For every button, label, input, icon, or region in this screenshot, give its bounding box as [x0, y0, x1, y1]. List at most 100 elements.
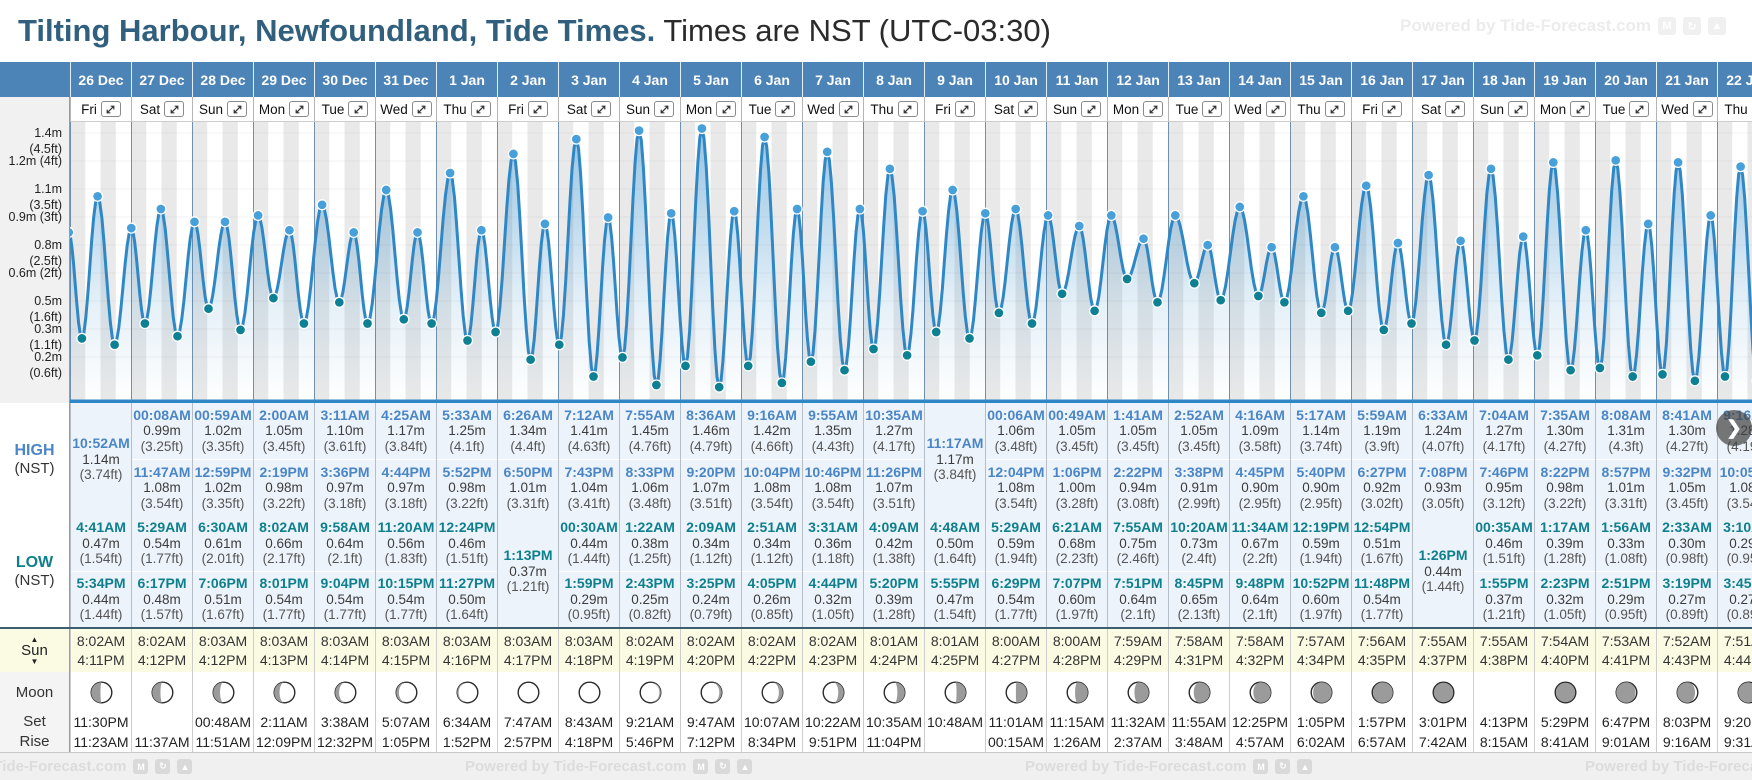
- high-tide-cell: 7:55AM 1.45m (4.76ft) 8:33PM 1.06m (3.48ft): [619, 403, 680, 516]
- expand-day-button[interactable]: [1629, 101, 1650, 117]
- expand-day-button[interactable]: [527, 101, 548, 117]
- tide-time: 5:59AM: [1357, 406, 1407, 423]
- tide-entry: 4:41AM 0.47m (1.54ft): [71, 516, 131, 571]
- tide-entry: 4:25AM 1.17m (3.84ft): [376, 403, 436, 459]
- tide-height-ft: (3.18ft): [384, 495, 428, 511]
- tide-height-ft: (1.64ft): [445, 607, 489, 623]
- tide-entry: 7:55AM 1.45m (4.76ft): [620, 403, 680, 459]
- tide-time: 2:43PM: [625, 575, 675, 592]
- moonrise-time: 1:26AM: [1046, 731, 1107, 752]
- tide-time: 3:38PM: [1174, 463, 1224, 480]
- tide-time: 00:35AM: [1475, 519, 1533, 536]
- high-tide-point: [1392, 237, 1404, 249]
- expand-day-button[interactable]: [1324, 101, 1345, 117]
- expand-day-button[interactable]: [289, 101, 310, 117]
- low-tide-point: [398, 313, 410, 325]
- high-tide-cell: 7:12AM 1.41m (4.63ft) 7:43PM 1.04m (3.41ft): [558, 403, 619, 516]
- low-tide-point: [1689, 375, 1701, 387]
- moonset-time: [131, 712, 192, 731]
- expand-day-button[interactable]: [1445, 101, 1466, 117]
- expand-day-button[interactable]: [348, 101, 369, 117]
- low-tide-cell: 2:09AM 0.34m (1.12ft) 3:25PM 0.24m (0.79ft): [680, 516, 741, 627]
- tide-time: 11:20AM: [377, 519, 435, 536]
- tide-height-ft: (3.12ft): [1482, 495, 1526, 511]
- tide-height-m: 0.30m: [1668, 535, 1706, 551]
- next-days-button[interactable]: ❯: [1716, 410, 1752, 446]
- expand-day-button[interactable]: [591, 101, 612, 117]
- tide-time: 4:16AM: [1235, 406, 1285, 423]
- expand-day-button[interactable]: [100, 101, 121, 117]
- moonrise-time: 2:37AM: [1107, 731, 1168, 752]
- expand-day-button[interactable]: [838, 101, 859, 117]
- sunset-time: 4:20PM: [686, 652, 736, 668]
- expand-day-button[interactable]: [897, 101, 918, 117]
- sunrise-time: 8:02AM: [808, 633, 858, 649]
- y-axis-tick-label: 0.6m (2ft): [8, 266, 63, 280]
- date-cell: 19 Jan: [1534, 62, 1595, 97]
- expand-day-button[interactable]: [1143, 101, 1164, 117]
- sunset-time: 4:37PM: [1418, 652, 1468, 668]
- day-cell: Sat: [131, 97, 192, 122]
- tide-height-ft: (2.46ft): [1116, 551, 1160, 567]
- expand-day-button[interactable]: [1570, 101, 1591, 117]
- low-tide-cell: 1:22AM 0.38m (1.25ft) 2:43PM 0.25m (0.82ft): [619, 516, 680, 627]
- moonset-time: 2:11AM: [253, 712, 314, 731]
- tide-height-m: 0.73m: [1180, 535, 1218, 551]
- tide-height-ft: (4.17ft): [1482, 438, 1526, 454]
- day-name: Sat: [139, 101, 161, 117]
- expand-day-button[interactable]: [1508, 101, 1529, 117]
- moon-cell: [436, 672, 497, 712]
- expand-day-button[interactable]: [716, 101, 737, 117]
- expand-day-button[interactable]: [470, 101, 491, 117]
- expand-day-button[interactable]: [654, 101, 675, 117]
- expand-icon: [1087, 105, 1095, 113]
- tide-time: 10:05PM: [1719, 463, 1752, 480]
- tide-time: 6:21AM: [1052, 519, 1102, 536]
- tide-height-m: 0.91m: [1180, 480, 1218, 496]
- date-cell: 26 Dec: [70, 62, 131, 97]
- low-tide-cell: 4:09AM 0.42m (1.38ft) 5:20PM 0.39m (1.28ft): [863, 516, 924, 627]
- tide-height-ft: (1.38ft): [872, 551, 916, 567]
- tide-height-ft: (2.99ft): [1177, 495, 1221, 511]
- expand-day-button[interactable]: [1692, 101, 1713, 117]
- expand-day-button[interactable]: [1202, 101, 1223, 117]
- sunset-time: 4:34PM: [1296, 652, 1346, 668]
- tide-height-m: 0.64m: [1119, 591, 1157, 607]
- expand-day-button[interactable]: [227, 101, 248, 117]
- tide-time: 3:45PM: [1723, 575, 1752, 592]
- tide-height-ft: (3.22ft): [262, 495, 306, 511]
- tide-entry: 5:17AM 1.14m (3.74ft): [1291, 403, 1351, 459]
- tide-entry: 4:48AM 0.50m (1.64ft): [925, 516, 985, 571]
- high-tide-point: [884, 163, 896, 175]
- expand-day-button[interactable]: [1265, 101, 1286, 117]
- tide-height-ft: (3.48ft): [628, 495, 672, 511]
- expand-day-button[interactable]: [1018, 101, 1039, 117]
- moonrise-time: 11:37AM: [131, 731, 192, 752]
- tide-height-ft: (1.18ft): [811, 551, 855, 567]
- high-tide-point: [791, 203, 803, 215]
- expand-day-button[interactable]: [1381, 101, 1402, 117]
- tide-entry: 7:08PM 0.93m (3.05ft): [1413, 459, 1473, 516]
- expand-day-button[interactable]: [164, 101, 185, 117]
- low-tide-cell: 10:20AM 0.73m (2.4ft) 8:45PM 0.65m (2.13ft): [1168, 516, 1229, 627]
- high-tide-point: [1705, 209, 1717, 222]
- tide-height-m: 1.34m: [509, 423, 547, 439]
- expand-day-button[interactable]: [411, 101, 432, 117]
- moon-phase-icon: [89, 680, 113, 704]
- tide-height-ft: (2.1ft): [327, 551, 363, 567]
- tide-height-ft: (4.76ft): [628, 438, 672, 454]
- tide-entry: 9:55AM 1.35m (4.43ft): [803, 403, 863, 459]
- watermark-refresh-icon: ↻: [715, 759, 731, 774]
- moon-cell: [375, 672, 436, 712]
- day-cell: Thu: [1290, 97, 1351, 122]
- tide-time: 5:34PM: [76, 575, 126, 592]
- expand-day-button[interactable]: [775, 101, 796, 117]
- moon-phase-icon: [1675, 680, 1699, 704]
- expand-day-button[interactable]: [954, 101, 975, 117]
- low-tide-point: [1088, 305, 1101, 317]
- day-cell: Wed: [1656, 97, 1717, 122]
- expand-day-button[interactable]: [1081, 101, 1102, 117]
- date-cell: 4 Jan: [619, 62, 680, 97]
- tide-height-ft: (3.45ft): [1665, 495, 1709, 511]
- low-tide-point: [1378, 324, 1390, 336]
